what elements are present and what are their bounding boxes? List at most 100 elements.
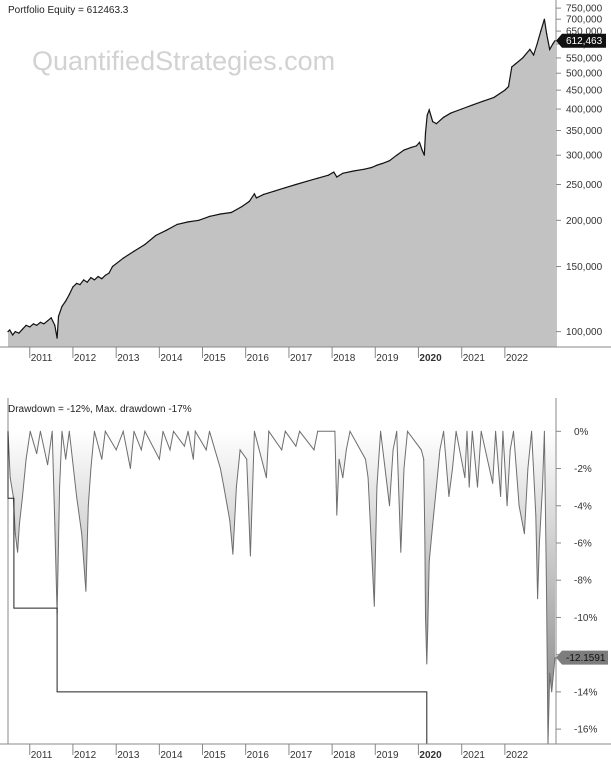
drawdown-point (543, 430, 545, 432)
drawdown-point (435, 486, 437, 488)
drawdown-point (506, 505, 508, 507)
equity-y-tick-label: 550,000 (566, 53, 603, 64)
drawdown-point (338, 458, 340, 460)
drawdown-point (81, 533, 83, 535)
equity-point (363, 168, 365, 170)
drawdown-point (36, 453, 38, 455)
equity-point (432, 121, 434, 123)
equity-point (79, 284, 81, 286)
drawdown-y-tick-label: -16% (574, 725, 597, 736)
equity-x-tick-label: 2015 (204, 353, 227, 364)
equity-point (552, 43, 554, 45)
drawdown-point (144, 430, 146, 432)
drawdown-x-axis: 2011 2012 2013 2014 2015 2016 2017 2018 2019 2020… (29, 744, 529, 761)
drawdown-y-tick-label: -4% (574, 501, 592, 512)
equity-point (424, 132, 427, 134)
equity-point (155, 234, 157, 237)
equity-x-tick-label: 2020 (419, 353, 442, 364)
max-drawdown-step-line (7, 431, 548, 744)
equity-chart-title: Portfolio Equity = 612463.3 (8, 5, 129, 16)
drawdown-point (313, 449, 315, 451)
drawdown-point (426, 663, 428, 665)
equity-chart: QuantifiedStrategies.com 100,000 150,000 2… (0, 0, 611, 370)
drawdown-point (523, 533, 525, 535)
equity-last-value-tag-shape (556, 33, 606, 48)
drawdown-chart: 0%-2%-4%-6%-8%-10%-12%-14%-16% 201120122… (0, 398, 611, 770)
drawdown-point (336, 514, 338, 516)
equity-x-tick-label: 2016 (247, 353, 270, 364)
drawdown-point (317, 430, 319, 432)
equity-point (230, 211, 232, 214)
drawdown-point (173, 430, 174, 432)
drawdown-chart-title: Drawdown = -12%, Max. drawdown -17% (8, 404, 192, 415)
drawdown-point (87, 505, 89, 507)
equity-point (32, 323, 35, 325)
drawdown-point (133, 430, 135, 432)
equity-y-tick-label: 650,000 (566, 27, 603, 38)
drawdown-point (480, 430, 482, 432)
equity-y-tick-label: 450,000 (566, 86, 603, 97)
equity-point (471, 104, 473, 106)
equity-point (255, 197, 257, 199)
drawdown-point (349, 430, 351, 432)
equity-x-tick-label: 2017 (290, 353, 313, 364)
equity-point (97, 275, 99, 278)
equity-x-tick-label: 2022 (506, 353, 529, 364)
equity-series-group (7, 18, 556, 347)
drawdown-point (400, 551, 402, 553)
drawdown-point (29, 430, 31, 432)
equity-point (65, 300, 67, 302)
drawdown-x-tick-label: 2019 (376, 750, 399, 761)
drawdown-point (492, 482, 494, 484)
drawdown-point (129, 468, 131, 469)
drawdown-point (140, 449, 142, 451)
equity-point (421, 149, 423, 151)
equity-chart-panel: QuantifiedStrategies.com 100,000 150,000 2… (0, 0, 611, 370)
drawdown-point (546, 598, 548, 600)
equity-point (36, 324, 38, 326)
drawdown-point (239, 449, 241, 451)
drawdown-point (538, 542, 540, 544)
equity-last-value-tag: 612,463 (556, 33, 606, 48)
equity-point (263, 193, 265, 195)
drawdown-point (342, 477, 344, 479)
equity-point (317, 177, 319, 179)
equity-point (546, 33, 548, 35)
equity-point (14, 331, 16, 333)
drawdown-point (509, 449, 511, 451)
drawdown-x-tick-label: 2017 (290, 750, 313, 761)
drawdown-x-tick-label: 2021 (463, 750, 486, 761)
drawdown-area-fill (8, 431, 555, 744)
drawdown-point (334, 430, 336, 432)
equity-y-tick-label: 200,000 (566, 216, 603, 227)
drawdown-point (253, 430, 255, 432)
drawdown-point (205, 449, 207, 451)
equity-x-tick-label: 2011 (31, 353, 53, 364)
drawdown-point (284, 430, 286, 432)
equity-y-tick-label: 750,000 (566, 4, 603, 15)
equity-point (306, 180, 308, 182)
equity-point (39, 321, 42, 323)
drawdown-point (407, 430, 408, 432)
equity-y-tick-label: 400,000 (566, 105, 603, 116)
equity-point (241, 205, 243, 208)
equity-point (415, 145, 417, 147)
equity-point (336, 176, 338, 178)
equity-point (333, 171, 335, 173)
equity-point (7, 331, 9, 333)
drawdown-y-tick-label: -6% (574, 538, 592, 549)
drawdown-point (299, 430, 301, 432)
equity-point (549, 48, 551, 51)
drawdown-y-tick-label: -8% (574, 576, 592, 587)
drawdown-point (392, 449, 394, 451)
equity-point (543, 18, 546, 20)
equity-point (403, 149, 405, 151)
equity-point (426, 114, 428, 116)
equity-point (54, 324, 56, 326)
equity-point (352, 170, 355, 172)
drawdown-y-tick-label: -10% (574, 613, 597, 624)
equity-point (208, 215, 211, 217)
drawdown-point (365, 458, 366, 460)
equity-point (72, 286, 74, 288)
drawdown-point (249, 555, 251, 557)
